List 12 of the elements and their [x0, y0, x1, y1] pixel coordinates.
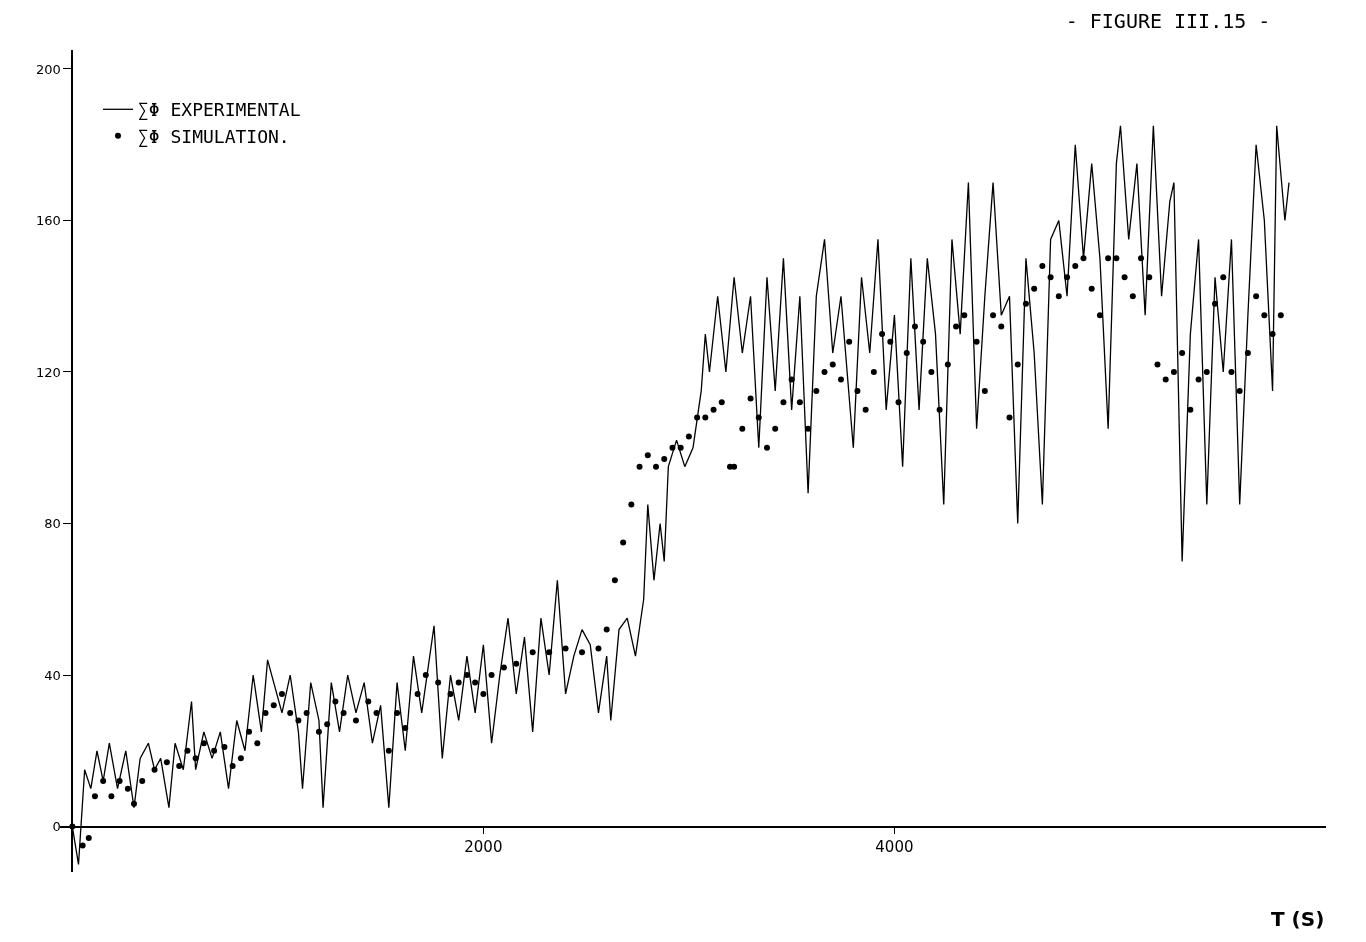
- y-tick-label: 80: [44, 516, 61, 532]
- legend-label: ∑Φ SIMULATION.: [137, 125, 290, 147]
- y-tick-label: 160: [35, 213, 61, 229]
- y-tick-label: 120: [35, 364, 61, 380]
- y-tick-label: 0: [52, 819, 61, 835]
- x-tick-label: 2000: [464, 837, 503, 856]
- y-tick-label: 40: [44, 667, 61, 683]
- legend-label: ∑Φ EXPERIMENTAL: [137, 99, 301, 121]
- chart-title: - FIGURE III.15 -: [1065, 9, 1271, 34]
- y-tick-label: 200: [35, 61, 61, 77]
- x-axis-title: T (S): [1271, 907, 1325, 931]
- x-tick-label: 4000: [875, 837, 914, 856]
